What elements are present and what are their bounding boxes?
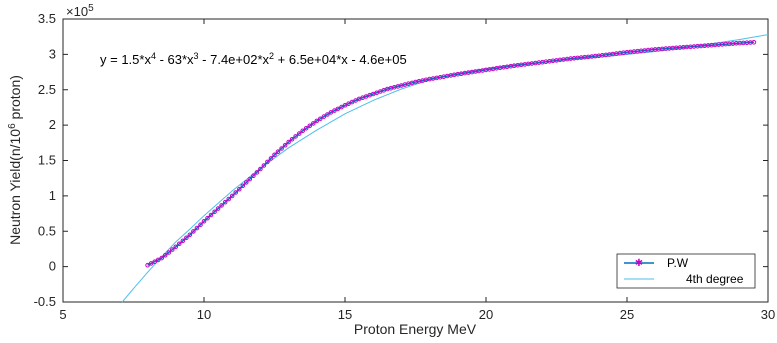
data-point-pw <box>272 152 277 158</box>
data-point-pw <box>303 126 309 131</box>
data-point-pw <box>258 166 263 172</box>
data-point-pw <box>148 261 154 266</box>
y-tick-label: -0.5 <box>34 294 56 309</box>
data-point-pw <box>170 247 175 252</box>
data-point-pw <box>152 259 157 265</box>
data-point-pw <box>184 235 189 241</box>
y-tick-label: 2.5 <box>38 82 56 97</box>
data-point-pw <box>222 199 228 205</box>
data-point-pw <box>293 134 298 139</box>
series-line-4th-degree <box>121 34 769 303</box>
x-tick-label: 15 <box>338 307 352 322</box>
series-layer <box>121 34 769 303</box>
legend: ✱ P.W 4th degree <box>616 253 756 289</box>
legend-item-pw: ✱ P.W <box>624 256 689 270</box>
data-point-pw <box>275 149 281 154</box>
data-point-pw <box>155 257 161 263</box>
data-point-pw <box>191 229 196 234</box>
data-point-pw <box>198 222 203 227</box>
data-point-pw <box>307 123 313 129</box>
data-point-pw <box>237 186 242 192</box>
data-point-pw <box>296 131 302 136</box>
legend-label-4th-degree: 4th degree <box>686 272 744 286</box>
data-point-pw <box>349 99 355 105</box>
data-point-pw <box>177 241 182 247</box>
axis-ticks: 5 10 15 20 25 30 -0.5 0 0.5 1 1.5 2 2.5 3 3.5 <box>34 11 776 322</box>
data-point-pw <box>328 110 334 115</box>
x-axis-label: Proton Energy MeV <box>354 321 477 337</box>
data-point-pw <box>289 137 295 142</box>
x-tick-label: 30 <box>761 307 775 322</box>
data-point-pw <box>212 209 217 215</box>
data-point-pw <box>205 215 210 221</box>
data-point-pw <box>208 212 214 218</box>
data-point-pw <box>229 193 235 199</box>
data-point-pw <box>353 98 358 103</box>
data-point-pw <box>346 101 351 106</box>
data-point-pw <box>187 232 193 238</box>
data-point-pw <box>194 225 200 231</box>
data-point-pw <box>261 163 267 168</box>
data-point-pw <box>342 103 348 108</box>
data-point-pw <box>226 196 231 202</box>
legend-item-4th-degree: 4th degree <box>624 272 744 286</box>
data-point-pw <box>244 180 249 185</box>
data-point-pw <box>240 183 246 189</box>
data-point-pw <box>251 173 256 178</box>
y-tick-label: 0 <box>49 259 56 274</box>
legend-box <box>616 253 756 289</box>
data-point-pw <box>335 106 341 112</box>
data-point-pw <box>180 238 186 244</box>
data-point-pw <box>311 121 316 126</box>
data-point-pw <box>219 203 224 208</box>
data-point-pw <box>751 40 757 45</box>
data-point-pw <box>300 128 306 134</box>
data-point-pw <box>254 170 260 175</box>
x-tick-label: 5 <box>59 307 66 322</box>
x-tick-label: 10 <box>197 307 211 322</box>
y-tick-label: 1.5 <box>38 153 56 168</box>
data-point-pw <box>286 139 291 145</box>
data-point-pw <box>268 156 274 161</box>
data-point-pw <box>173 244 179 250</box>
data-point-pw <box>314 118 320 124</box>
legend-marker-pw: ✱ <box>635 258 643 269</box>
fit-equation: y = 1.5*x4 - 63*x3 - 7.4e+02*x2 + 6.5e+0… <box>100 51 407 67</box>
data-point-pw <box>201 219 207 224</box>
y-tick-label: 3 <box>49 46 56 61</box>
data-point-pw <box>265 159 270 165</box>
data-point-pw <box>279 146 284 151</box>
data-point-pw <box>282 143 288 148</box>
x-tick-label: 20 <box>479 307 493 322</box>
y-tick-label: 3.5 <box>38 11 56 26</box>
data-point-pw <box>145 262 150 268</box>
y-axis-label: Neutron Yield(n/106 proton) <box>7 75 23 245</box>
y-exponent-label: ×105 <box>66 3 94 19</box>
data-point-pw <box>247 176 253 182</box>
data-point-pw <box>215 206 221 211</box>
data-point-pw <box>166 250 172 255</box>
data-point-pw <box>159 255 164 261</box>
y-tick-label: 2 <box>49 117 56 132</box>
data-point-pw <box>162 253 168 258</box>
data-point-pw <box>318 116 323 122</box>
data-point-pw <box>339 104 344 110</box>
y-tick-label: 0.5 <box>38 223 56 238</box>
data-point-pw <box>325 112 330 117</box>
data-point-pw <box>332 108 337 113</box>
x-tick-label: 25 <box>620 307 634 322</box>
y-tick-label: 1 <box>49 188 56 203</box>
series-markers-pw <box>145 40 757 268</box>
data-point-pw <box>233 190 238 195</box>
legend-label-pw: P.W <box>667 256 689 270</box>
data-point-pw <box>321 114 327 119</box>
